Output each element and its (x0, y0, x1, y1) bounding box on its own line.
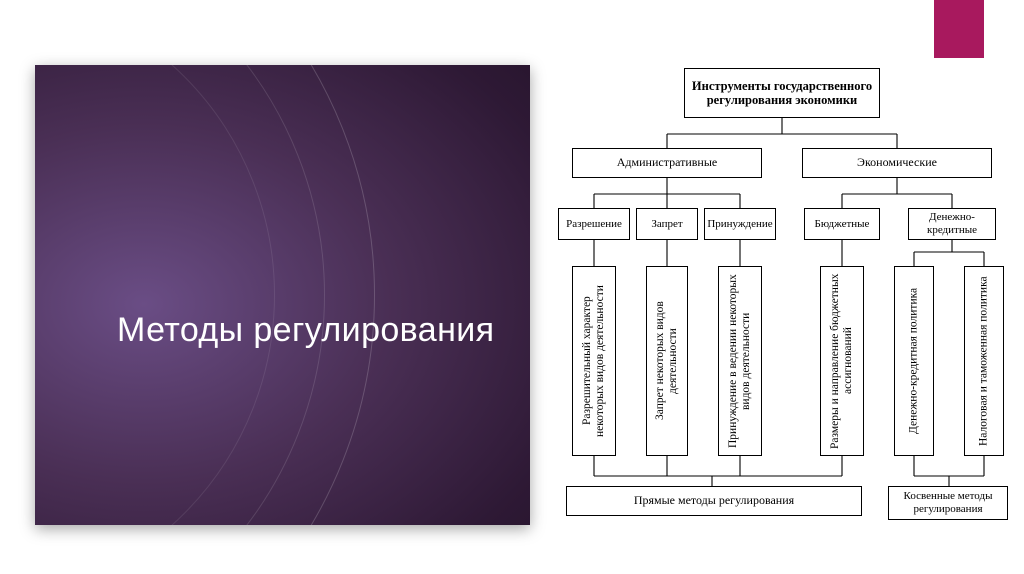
node-direct: Прямые методы регулирования (566, 486, 862, 516)
node-budget: Бюджетные (804, 208, 880, 240)
node-admin: Административные (572, 148, 762, 178)
hierarchy-diagram: Инструменты государственного регулирован… (552, 68, 1012, 524)
node-indirect: Косвенные методы регулирования (888, 486, 1008, 520)
node-ban: Запрет (636, 208, 698, 240)
leaf-1: Разрешительный характер некоторых видов … (572, 266, 616, 456)
node-root: Инструменты государственного регулирован… (684, 68, 880, 118)
leaf-2: Запрет некоторых видов деятельности (646, 266, 688, 456)
leaf-4: Размеры и направление бюджетных ассигнов… (820, 266, 864, 456)
leaf-6: Налоговая и таможенная политика (964, 266, 1004, 456)
title-panel: Методы регулирования (35, 65, 530, 525)
node-permit: Разрешение (558, 208, 630, 240)
leaf-3: Принуждение в ведении некоторых видов де… (718, 266, 762, 456)
node-econ: Экономические (802, 148, 992, 178)
slide: Методы регулирования (0, 0, 1024, 574)
node-coerce: Принуждение (704, 208, 776, 240)
slide-title: Методы регулирования (117, 310, 494, 351)
leaf-5: Денежно-кредитная политика (894, 266, 934, 456)
connector-lines (552, 68, 1012, 524)
accent-bar (934, 0, 984, 58)
node-monetary: Денежно-кредитные (908, 208, 996, 240)
